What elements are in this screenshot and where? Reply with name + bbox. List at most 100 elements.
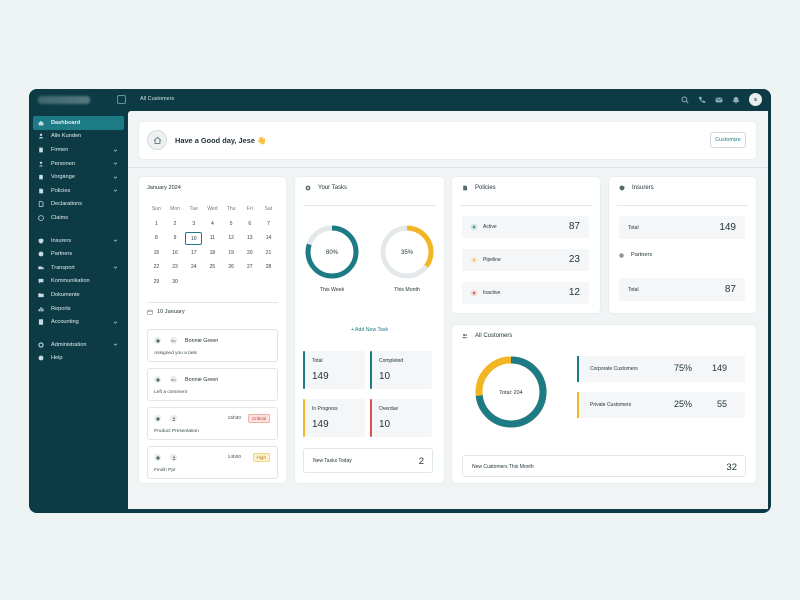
app-window: All Customers s Dashboard Alle Kunden Firm…	[29, 89, 771, 513]
policy-label: Pipeline	[483, 257, 501, 263]
sidebar-item-alle-kunden[interactable]: Alle Kunden	[33, 130, 124, 144]
insurers-total-row[interactable]: Total 149	[619, 216, 745, 239]
sidebar-toggle-button[interactable]	[117, 95, 126, 104]
search-icon[interactable]	[681, 95, 689, 104]
stat-value: 10	[379, 371, 391, 382]
schedule-item[interactable]: BG Bonnie Green Left a comment	[147, 368, 278, 401]
calendar-day[interactable]: 3	[192, 220, 196, 227]
calendar-day[interactable]: 7	[267, 220, 270, 227]
sidebar-item-transport[interactable]: Transport	[33, 261, 124, 275]
sidebar-item-help[interactable]: Help	[33, 352, 124, 366]
check-icon	[154, 454, 161, 461]
task-stat-in-progress[interactable]: In Progress 149	[303, 399, 365, 437]
calendar-day[interactable]: 13	[247, 235, 253, 242]
calendar-day[interactable]: 6	[248, 220, 252, 227]
stat-value: 149	[312, 419, 329, 430]
claim-icon	[38, 215, 44, 221]
sidebar-item-administration[interactable]: Administration	[33, 338, 124, 352]
calendar-month[interactable]: January 2024	[147, 185, 181, 191]
sidebar-item-firmen[interactable]: Firmen	[33, 143, 124, 157]
policy-row-inactive[interactable]: Inactive 12	[462, 282, 589, 304]
user-avatar[interactable]: s	[749, 93, 762, 106]
sidebar-item-declarations[interactable]: Declarations	[33, 198, 124, 212]
calendar-day[interactable]: 24	[190, 264, 197, 271]
task-stat-overdue[interactable]: Overdue 10	[370, 399, 432, 437]
schedule-item[interactable]: Product Presentation 15h30 Critical	[147, 407, 278, 440]
schedule-item[interactable]: Finish Ppt 14h00 High	[147, 446, 278, 479]
calendar-day[interactable]: 21	[265, 249, 272, 256]
calendar-day[interactable]: 20	[247, 249, 253, 256]
month-label: This Month	[394, 287, 420, 293]
customer-row-private-customers[interactable]: Private Customers 25% 55	[577, 392, 745, 418]
sidebar-item-claims[interactable]: Claims	[33, 211, 124, 225]
customer-row-corporate-customers[interactable]: Corporate Customers 75% 149	[577, 356, 745, 382]
partners-total-row[interactable]: Total 87	[619, 278, 745, 301]
calendar-day[interactable]: 8	[154, 235, 158, 242]
calendar-day[interactable]: 4	[211, 220, 214, 227]
tasks-card: Your Tasks 80% This Week 35% This Month …	[295, 177, 444, 483]
calendar-day[interactable]: 15	[153, 249, 160, 256]
main-content: Have a Good day, Jese 👋 Customize Januar…	[128, 111, 768, 509]
calendar-day[interactable]: 5	[229, 220, 233, 227]
sidebar-item-dokumente[interactable]: Dokumente	[33, 288, 124, 302]
schedule-description: Finish Ppt	[154, 468, 176, 473]
calendar-day[interactable]: 22	[153, 264, 160, 271]
week-progress-donut: 80%	[305, 225, 359, 279]
calendar-day[interactable]: 26	[228, 264, 234, 271]
phone-icon[interactable]	[698, 96, 706, 104]
sidebar-item-vorg-nge[interactable]: Vorgänge	[33, 170, 124, 184]
month-percent-text: 35%	[401, 250, 414, 256]
calendar-day[interactable]: 30	[172, 278, 178, 285]
policy-label: Active	[483, 224, 497, 230]
month-progress-donut: 35%	[380, 225, 434, 279]
new-customers-label: New Customers This Month	[472, 464, 534, 470]
calendar-day[interactable]: 1	[154, 220, 158, 227]
calendar-icon	[147, 309, 153, 315]
task-stat-completed[interactable]: Completed 10	[370, 351, 432, 389]
task-stat-total[interactable]: Total 149	[303, 351, 365, 389]
bell-icon[interactable]	[732, 96, 740, 104]
sidebar-item-label: Administration	[51, 341, 87, 348]
calendar-card: January 2024 Sun Mon Tue Wed Thu Fri Sat 1 2 3 4 5 6…	[139, 177, 286, 483]
sidebar-item-label: Policies	[51, 187, 71, 194]
document-icon	[462, 185, 468, 191]
sidebar-item-personen[interactable]: Personen	[33, 157, 124, 171]
calendar-day[interactable]: 25	[209, 264, 216, 271]
sidebar-item-accounting[interactable]: Accounting	[33, 315, 124, 329]
calendar-day[interactable]: 27	[247, 264, 253, 271]
calendar-day-today[interactable]: 10	[184, 231, 203, 245]
breadcrumb[interactable]: All Customers	[140, 96, 175, 102]
calendar-day[interactable]: 28	[265, 264, 272, 271]
sidebar-item-partners[interactable]: Partners	[33, 247, 124, 261]
sidebar-item-label: Dashboard	[51, 119, 81, 126]
calendar-day[interactable]: 12	[228, 235, 234, 242]
weekday-label: Tue	[189, 206, 198, 213]
calendar-day[interactable]: 9	[173, 235, 177, 242]
calendar-day[interactable]: 16	[172, 249, 178, 256]
sidebar-item-reports[interactable]: Reports	[33, 302, 124, 316]
calendar-day[interactable]: 2	[173, 220, 177, 227]
sidebar-item-dashboard[interactable]: Dashboard	[33, 116, 124, 130]
check-icon	[154, 415, 161, 422]
customize-button[interactable]: Customize	[710, 132, 746, 148]
calendar-day[interactable]: 23	[172, 264, 178, 271]
calendar-day[interactable]: 11	[209, 235, 215, 242]
calendar-day[interactable]: 14	[265, 235, 272, 242]
mail-icon[interactable]	[715, 96, 723, 104]
policy-row-pipeline[interactable]: Pipeline 23	[462, 249, 589, 271]
calendar-day[interactable]: 17	[190, 249, 197, 256]
add-task-button[interactable]: + Add New Task	[350, 327, 389, 333]
sidebar-item-kommunikation[interactable]: Kommunikation	[33, 275, 124, 289]
calendar-day[interactable]: 29	[153, 278, 160, 285]
calendar-day[interactable]: 19	[228, 249, 234, 256]
handshake-icon	[38, 251, 44, 257]
priority-badge: High	[252, 453, 270, 462]
chevron-down-icon	[113, 265, 118, 270]
sidebar-item-policies[interactable]: Policies	[33, 184, 124, 198]
customers-donut: Total: 204	[475, 356, 547, 428]
sidebar-item-label: Accounting	[51, 319, 79, 326]
schedule-item[interactable]: BG Bonnie Green Assigned you a task	[147, 329, 278, 362]
calendar-day[interactable]: 18	[209, 249, 216, 256]
sidebar-item-insurers[interactable]: Insurers	[33, 234, 124, 248]
policy-row-active[interactable]: Active 87	[462, 216, 589, 238]
